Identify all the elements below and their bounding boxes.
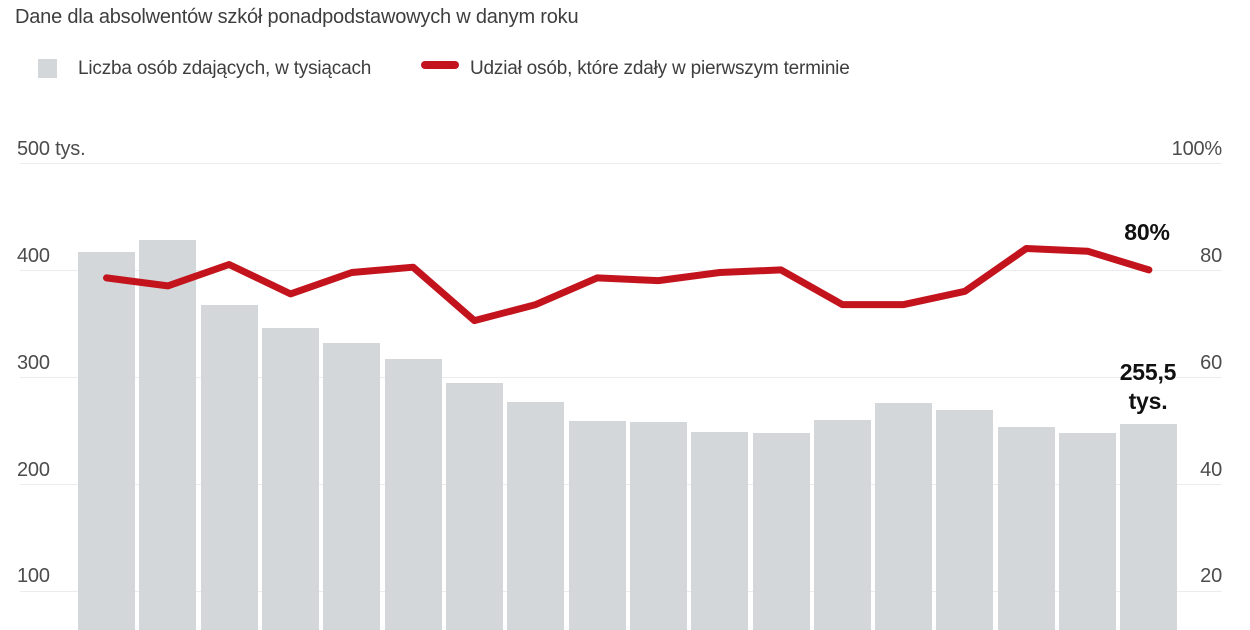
annotation-last-bar: 255,5 tys. — [1120, 358, 1177, 416]
annotation-last-bar-unit: tys. — [1128, 388, 1168, 414]
gridline — [20, 163, 1222, 164]
bar — [813, 419, 871, 630]
left-axis-tick: 200 — [17, 459, 50, 481]
chart-title: Dane dla absolwentów szkół ponadpodstawo… — [15, 6, 579, 28]
bar — [691, 432, 749, 630]
right-axis-tick: 20 — [1200, 565, 1222, 587]
legend-bar-label: Liczba osób zdających, w tysiącach — [78, 58, 372, 79]
gridline — [20, 376, 1222, 378]
bar — [1059, 433, 1117, 630]
left-axis-top-label: 500 tys. — [17, 138, 86, 160]
annotation-pass-rate: 80% — [1124, 219, 1170, 245]
bar — [323, 342, 381, 630]
left-axis-tick: 400 — [17, 245, 50, 267]
bar — [936, 409, 994, 630]
bar — [1120, 424, 1178, 630]
bar — [568, 420, 626, 630]
legend-line-label: Udział osób, które zdały w pierwszym ter… — [470, 58, 850, 79]
bar — [997, 426, 1055, 630]
line-series-swatch-icon — [421, 61, 459, 69]
bar — [629, 421, 687, 630]
left-axis-tick: 300 — [17, 352, 50, 374]
bar — [78, 251, 135, 630]
pass-rate-line — [103, 245, 1153, 325]
bar — [507, 402, 565, 630]
bar — [445, 383, 503, 630]
annotation-last-bar-value: 255,5 — [1119, 359, 1177, 385]
right-axis-tick: 40 — [1200, 459, 1222, 481]
bar-series-swatch-icon — [38, 59, 57, 78]
bar — [752, 433, 810, 630]
left-axis-tick: 100 — [17, 565, 50, 587]
bar — [139, 239, 197, 630]
right-axis-tick: 80 — [1200, 245, 1222, 267]
bar — [384, 358, 442, 630]
right-axis-top-label: 100% — [1171, 138, 1223, 160]
bar — [875, 403, 933, 630]
bar — [261, 327, 319, 630]
right-axis-tick: 60 — [1200, 352, 1222, 374]
bar — [200, 305, 258, 630]
gridline — [20, 269, 1222, 271]
